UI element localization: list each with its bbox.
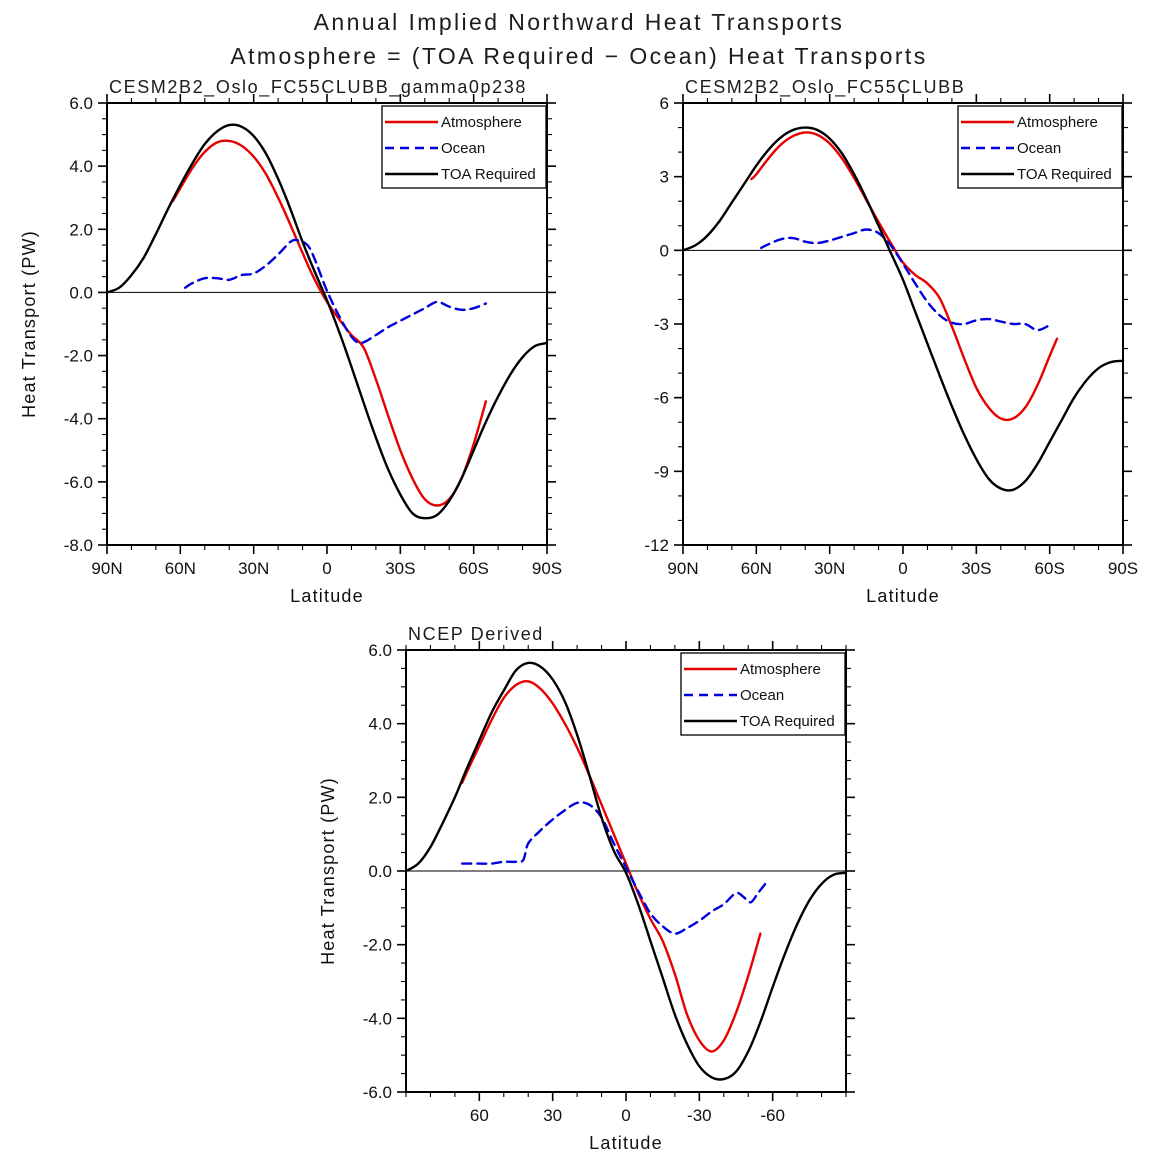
- legend-label-toa-required: TOA Required: [441, 166, 536, 183]
- legend-label-toa-required: TOA Required: [1017, 166, 1112, 183]
- x-tick-label: 60S: [459, 559, 489, 578]
- x-tick-label: 30N: [238, 559, 269, 578]
- y-tick-label: 2.0: [368, 788, 392, 807]
- y-tick-label: -6: [654, 389, 669, 408]
- y-tick-label: 3: [660, 168, 669, 187]
- x-tick-label: 60N: [165, 559, 196, 578]
- y-tick-label: 0: [660, 241, 669, 260]
- y-tick-label: 6.0: [69, 94, 93, 113]
- panel-title: NCEP Derived: [408, 624, 544, 644]
- y-tick-label: -4.0: [363, 1009, 392, 1028]
- x-tick-label: 90N: [91, 559, 122, 578]
- panel-cesm-gamma0p238: 90N 60N 30N 0 30S 60S 90S 6.0 4.0 2.0 0.0 -2.0 -4.0 -…: [19, 77, 562, 606]
- x-tick-label: 60S: [1035, 559, 1065, 578]
- x-axis-title: Latitude: [290, 586, 364, 606]
- y-tick-label: -3: [654, 315, 669, 334]
- atmosphere-line: [750, 131, 1059, 422]
- x-tick-label: 30S: [961, 559, 991, 578]
- y-tick-label: -2.0: [64, 347, 93, 366]
- toa-required-line: [105, 123, 549, 520]
- y-tick-label: 4.0: [69, 157, 93, 176]
- y-tick-label: -6.0: [64, 473, 93, 492]
- x-tick-label: 60: [470, 1106, 489, 1125]
- legend-label-atmosphere: Atmosphere: [1017, 114, 1098, 131]
- panel-ncep-derived: 60 30 0 -30 -60 6.0 4.0 2.0 0.0 -2.0 -4.0 -6.0 NCEP …: [318, 624, 855, 1153]
- x-tick-label: -60: [760, 1106, 785, 1125]
- y-tick-label: 0.0: [69, 283, 93, 302]
- y-tick-label: -12: [644, 536, 669, 555]
- legend-label-ocean: Ocean: [1017, 140, 1061, 157]
- toa-required-line: [681, 126, 1125, 492]
- ocean-line: [184, 238, 488, 345]
- y-axis-title: Heat Transport (PW): [19, 230, 39, 418]
- x-tick-label: 60N: [741, 559, 772, 578]
- plot-frame: [682, 102, 1124, 546]
- x-tick-label: 30: [543, 1106, 562, 1125]
- y-tick-label: 6: [660, 94, 669, 113]
- plot-frame: [106, 102, 548, 546]
- y-tick-label: -8.0: [64, 536, 93, 555]
- y-tick-label: -2.0: [363, 936, 392, 955]
- x-tick-label: -30: [687, 1106, 712, 1125]
- y-tick-label: 6.0: [368, 641, 392, 660]
- legend-label-toa-required: TOA Required: [740, 713, 835, 730]
- toa-required-line: [404, 661, 848, 1081]
- legend-label-atmosphere: Atmosphere: [441, 114, 522, 131]
- x-axis-title: Latitude: [589, 1133, 663, 1153]
- y-tick-label: -4.0: [64, 410, 93, 429]
- y-tick-label: -9: [654, 462, 669, 481]
- figure-title-line1: Annual Implied Northward Heat Transports: [314, 9, 845, 35]
- ocean-line: [760, 228, 1051, 332]
- y-tick-label: -6.0: [363, 1083, 392, 1102]
- atmosphere-line: [461, 679, 762, 1053]
- y-axis-title: Heat Transport (PW): [318, 777, 338, 965]
- legend-label-atmosphere: Atmosphere: [740, 661, 821, 678]
- legend-label-ocean: Ocean: [441, 140, 485, 157]
- plot-frame: [405, 649, 847, 1093]
- x-tick-label: 0: [898, 559, 907, 578]
- panel-cesm-fc55clubb: 90N 60N 30N 0 30S 60S 90S 6 3 0 -3 -6 -9 -12 CESM2B2_O…: [644, 77, 1138, 606]
- legend-label-ocean: Ocean: [740, 687, 784, 704]
- panel-title: CESM2B2_Oslo_FC55CLUBB: [685, 77, 965, 98]
- x-tick-label: 30N: [814, 559, 845, 578]
- x-tick-label: 90N: [667, 559, 698, 578]
- y-tick-label: 4.0: [368, 715, 392, 734]
- figure-title-line2: Atmosphere = (TOA Required − Ocean) Heat…: [230, 43, 927, 69]
- x-tick-label: 90S: [1108, 559, 1138, 578]
- x-tick-label: 30S: [385, 559, 415, 578]
- x-tick-label: 90S: [532, 559, 562, 578]
- x-tick-label: 0: [621, 1106, 630, 1125]
- y-tick-label: 2.0: [69, 220, 93, 239]
- ocean-line: [461, 801, 767, 935]
- x-tick-label: 0: [322, 559, 331, 578]
- atmosphere-line: [171, 139, 488, 507]
- y-tick-label: 0.0: [368, 862, 392, 881]
- x-axis-title: Latitude: [866, 586, 940, 606]
- panel-title: CESM2B2_Oslo_FC55CLUBB_gamma0p238: [109, 77, 527, 98]
